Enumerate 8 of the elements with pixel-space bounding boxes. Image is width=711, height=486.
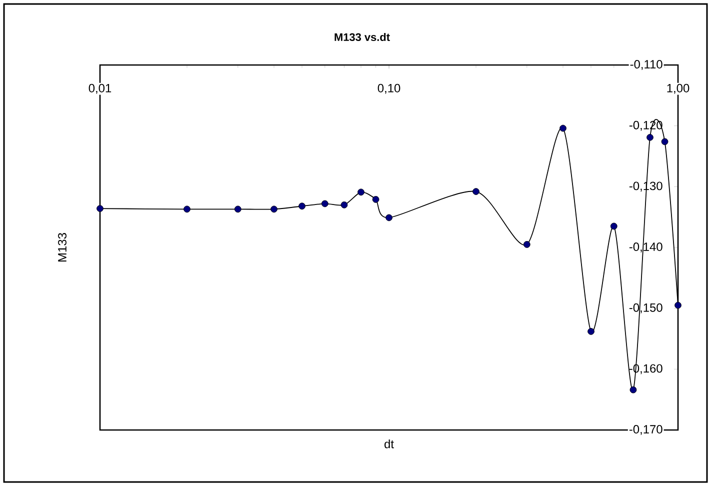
x-tick-label: 1,00 bbox=[667, 84, 690, 94]
chart-title: M133 vs.dt bbox=[334, 32, 390, 42]
y-tick-label: -0,170 bbox=[629, 425, 662, 435]
y-tick-label: -0,110 bbox=[630, 60, 662, 70]
x-tick-label: 0,01 bbox=[88, 84, 112, 94]
y-axis-title: M133 bbox=[58, 233, 66, 262]
x-axis-title: dt bbox=[384, 440, 394, 448]
x-tick-label: 0,10 bbox=[378, 84, 400, 94]
